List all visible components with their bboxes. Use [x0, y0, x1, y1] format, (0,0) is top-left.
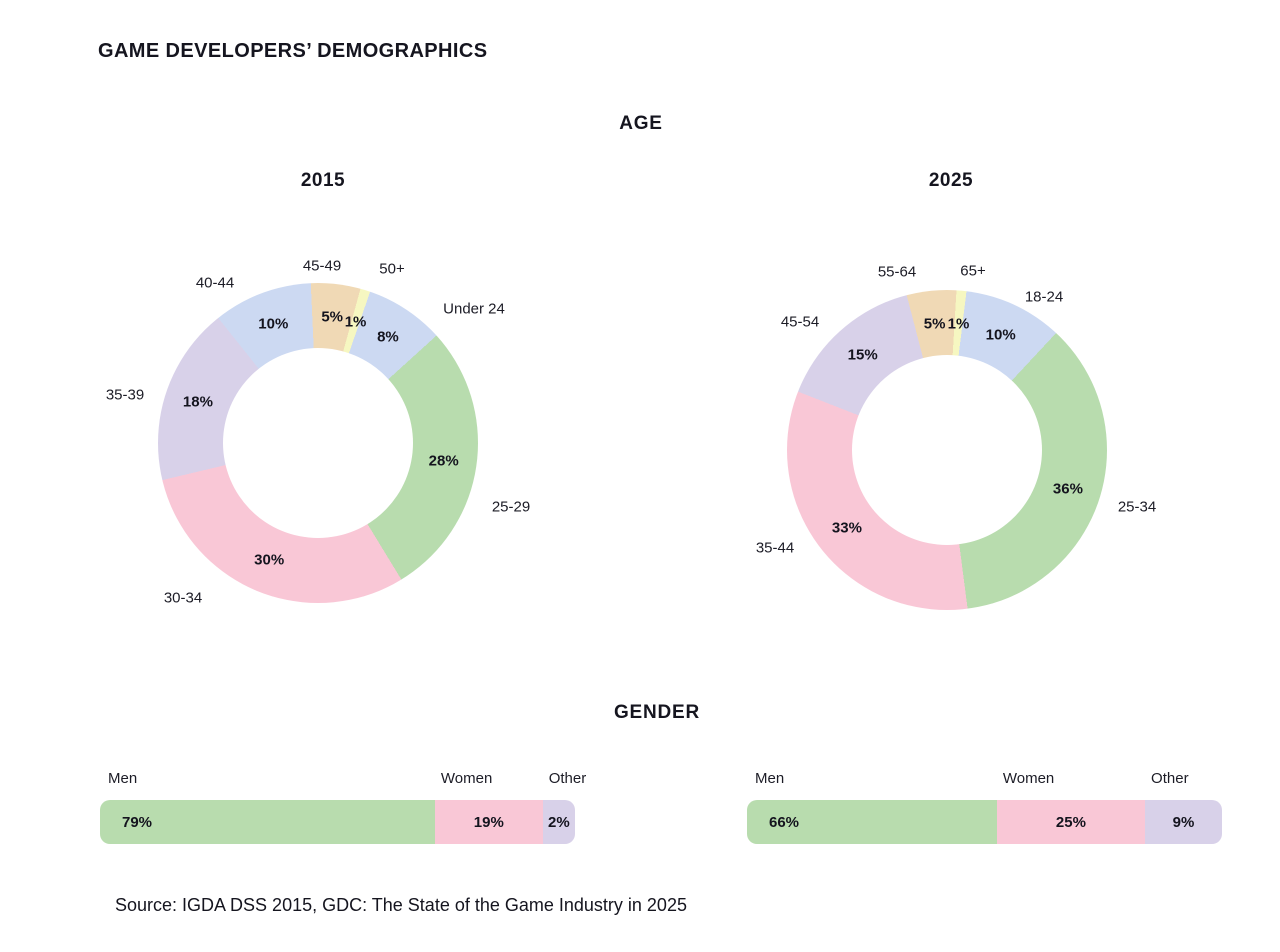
bar-segment-other: 2% [542, 800, 575, 844]
bar-segment-men: 66% [747, 800, 997, 844]
slice-value-label: 5% [321, 308, 343, 326]
slice-label: Under 24 [443, 300, 505, 318]
slice-label: 35-44 [755, 539, 795, 557]
slice-value-label: 33% [831, 519, 862, 537]
slice-label: 45-49 [302, 257, 342, 275]
slice-label: 40-44 [195, 274, 235, 292]
slice-value-label: 36% [1052, 480, 1083, 498]
donut-hole [223, 348, 413, 538]
slice-value-label: 10% [985, 326, 1016, 344]
donut-hole [852, 355, 1042, 545]
chart-title-2025: 2025 [928, 170, 974, 191]
slice-label: 55-64 [877, 263, 917, 281]
slice-label: 18-24 [1024, 288, 1064, 306]
bar-segment-women: 25% [996, 800, 1146, 844]
slice-value-label: 1% [947, 315, 970, 333]
bar-segment-value: 19% [473, 813, 504, 831]
bar-segment-label: Men [755, 770, 785, 787]
section-title-gender: GENDER [613, 702, 701, 723]
slice-label: 65+ [960, 262, 986, 280]
slice-label: 30-34 [163, 589, 203, 607]
bar-segment-value: 25% [1055, 813, 1086, 831]
bar-segment-label: Women [1002, 770, 1055, 787]
slice-value-label: 10% [258, 315, 289, 333]
slice-label: 25-34 [1117, 498, 1157, 516]
page-title: GAME DEVELOPERS’ DEMOGRAPHICS [98, 40, 488, 62]
slice-value-label: 28% [428, 452, 459, 470]
slice-value-label: 15% [847, 346, 878, 364]
bar-segment-label: Women [440, 770, 493, 787]
slice-label: 25-29 [491, 498, 531, 516]
bar-segment-value: 66% [769, 813, 800, 831]
bar-segment-label: Other [1151, 770, 1189, 787]
donut-ring [787, 290, 1107, 610]
slice-label: 45-54 [780, 313, 820, 331]
slice-label: 35-39 [105, 386, 145, 404]
gender-bar-2025: 66% 25% 9% Men Women Other [747, 768, 1222, 848]
slice-value-label: 5% [923, 315, 946, 333]
bar-track: 79% 19% 2% [100, 800, 575, 844]
bar-segment-value: 2% [547, 813, 570, 831]
gender-bar-2015: 79% 19% 2% Men Women Other [100, 768, 586, 848]
source-note: Source: IGDA DSS 2015, GDC: The State of… [115, 895, 687, 915]
bar-segment-women: 19% [434, 800, 543, 844]
donut-ring [158, 283, 478, 603]
slice-label: 50+ [379, 260, 405, 278]
slice-value-label: 30% [254, 551, 285, 569]
slice-value-label: 8% [377, 328, 399, 346]
section-title-age: AGE [619, 113, 663, 134]
bar-segment-label: Men [108, 770, 138, 787]
chart-title-2015: 2015 [300, 170, 346, 191]
bar-segment-other: 9% [1145, 800, 1222, 844]
bar-segment-label: Other [548, 770, 587, 787]
bar-segment-value: 79% [122, 813, 153, 831]
bar-segment-value: 9% [1172, 813, 1195, 831]
bar-track: 66% 25% 9% [747, 800, 1222, 844]
slice-value-label: 1% [344, 313, 367, 331]
slice-value-label: 18% [182, 393, 213, 411]
bar-segment-men: 79% [100, 800, 435, 844]
